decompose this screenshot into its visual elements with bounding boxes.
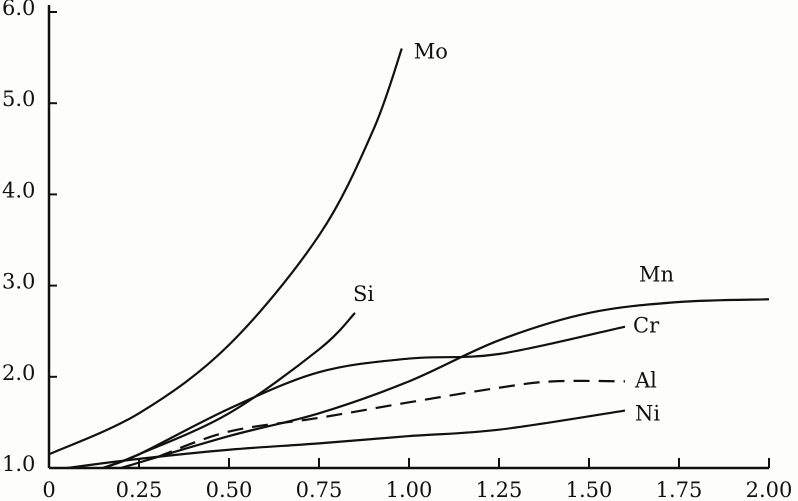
y-tick-label: 6.0 <box>2 0 35 20</box>
series-label-al: Al <box>634 368 657 392</box>
series-line-al <box>156 379 626 459</box>
series-label-mo: Mo <box>414 39 448 63</box>
y-tick-label: 4.0 <box>2 178 35 202</box>
series-label-mn: Mn <box>639 262 674 286</box>
x-tick-label: 1.75 <box>656 478 703 501</box>
series-line-si <box>102 312 356 470</box>
series-label-cr: Cr <box>633 314 660 338</box>
series-line-cr <box>102 325 626 470</box>
x-tick-label: 0.50 <box>206 478 253 501</box>
series-label-ni: Ni <box>635 402 660 426</box>
x-tick-label: 1.00 <box>386 478 433 501</box>
x-tick-label: 2.00 <box>746 478 793 501</box>
x-tick-label: 0 <box>42 478 55 501</box>
series-line-mn <box>120 298 770 470</box>
y-tick-label: 3.0 <box>2 270 35 294</box>
y-tick-label: 2.0 <box>2 361 35 385</box>
y-tick-label: 1.0 <box>2 452 35 476</box>
y-tick-label: 5.0 <box>2 87 35 111</box>
series-line-ni <box>66 409 626 470</box>
series-label-si: Si <box>353 282 374 306</box>
x-tick-label: 0.25 <box>116 478 163 501</box>
x-tick-label: 1.25 <box>476 478 523 501</box>
series-line-mo <box>48 48 403 456</box>
x-tick-label: 0.75 <box>296 478 343 501</box>
x-tick-label: 1.50 <box>566 478 613 501</box>
